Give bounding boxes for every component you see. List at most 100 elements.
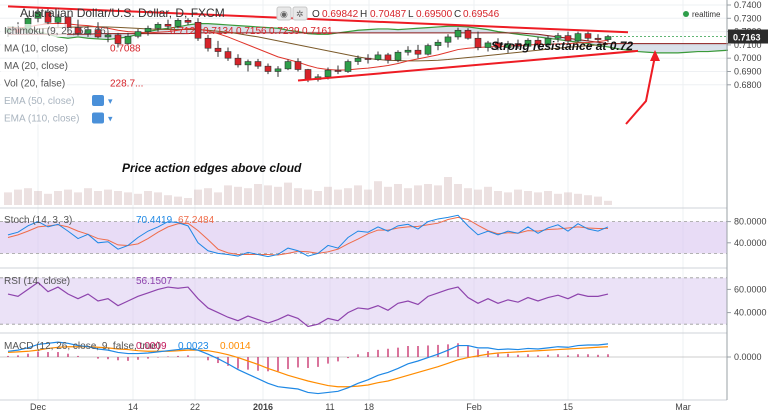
volume-bar-20 — [204, 188, 212, 205]
resistance-trendline[interactable] — [7, 5, 629, 34]
trendlines[interactable] — [7, 5, 639, 82]
candle-59 — [594, 34, 602, 43]
resistance-annotation: Strong resistance at 0.72 — [491, 39, 633, 53]
candle-57 — [574, 31, 582, 43]
volume-bar-23 — [234, 186, 242, 205]
candle-51 — [514, 39, 522, 49]
volume-bar-53 — [534, 192, 542, 205]
stoch-tick-label-0: 80.0000 — [734, 217, 767, 227]
price-tick-label-3: 0.7100 — [734, 40, 762, 50]
axes: 0.74000.73000.72000.71000.70000.69000.68… — [4, 0, 768, 412]
grid — [0, 0, 727, 401]
macd-value-0: 0.0009 — [136, 341, 167, 352]
candle-body-43 — [434, 41, 442, 46]
volume-bar-30 — [304, 189, 312, 205]
volume-bar-5 — [54, 191, 62, 205]
candle-33 — [334, 65, 342, 75]
macd-value-2: 0.0014 — [220, 341, 251, 352]
candle-55 — [554, 32, 562, 43]
candle-body-22 — [224, 51, 232, 59]
candle-10 — [104, 31, 112, 43]
time-tick-label-8: Mar — [675, 402, 691, 412]
candle-19 — [194, 18, 202, 41]
indicator-menu-icon-4: ▾ — [108, 96, 113, 106]
indicator-label-5: EMA (110, close) — [4, 114, 79, 125]
candle-body-6 — [64, 16, 72, 28]
indicator-value-0-1: 0.7134 — [203, 26, 234, 37]
svg-text:O 0.69842 H: O 0.69842 H 0.70487 L 0.69500 C 0.69546 — [312, 9, 500, 20]
candle-34 — [344, 59, 352, 73]
current-price-tag — [728, 29, 768, 44]
rsi-tick-label-1: 40.0000 — [734, 308, 767, 318]
candle-18 — [184, 18, 192, 25]
candle-body-33 — [334, 69, 342, 72]
volume-bar-19 — [194, 189, 202, 205]
volume-bar-51 — [514, 189, 522, 205]
time-tick-label-1: 14 — [128, 402, 138, 412]
volume-bar-11 — [114, 191, 122, 205]
candle-body-16 — [164, 23, 172, 27]
candle-body-9 — [94, 29, 102, 38]
candle-38 — [384, 52, 392, 64]
candle-body-12 — [124, 35, 132, 44]
low-value: 0.69500 — [416, 9, 453, 20]
cloud-fill — [8, 23, 728, 53]
volume-bar-40 — [404, 188, 412, 205]
volume-bar-4 — [44, 193, 52, 205]
time-tick-label-4: 11 — [325, 402, 334, 412]
volume-bar-26 — [264, 185, 272, 205]
macd-tick-label-0: 0.0000 — [734, 352, 762, 362]
candle-39 — [394, 50, 402, 63]
candle-body-14 — [144, 27, 152, 32]
price-tick-label-4: 0.7000 — [734, 53, 762, 63]
volume-bar-16 — [164, 195, 172, 205]
rsi-band — [0, 277, 727, 325]
candle-body-7 — [74, 27, 82, 34]
volume-bar-8 — [84, 188, 92, 205]
candle-body-55 — [554, 35, 562, 39]
price-tick-label-0: 0.7400 — [734, 0, 762, 10]
indicator-value-1-0: 0.7088 — [110, 44, 141, 55]
candle-body-51 — [514, 43, 522, 47]
volume-bar-36 — [364, 189, 372, 205]
candle-16 — [164, 19, 172, 29]
macd-value-1: 0.0023 — [178, 341, 209, 352]
volume-bar-31 — [314, 191, 322, 205]
indicator-menu-icon-5: ▾ — [108, 114, 113, 124]
candles — [4, 7, 612, 83]
projection-arrow — [625, 50, 660, 125]
candle-20 — [204, 34, 212, 52]
support-trendline[interactable] — [297, 49, 639, 82]
settings-button[interactable] — [292, 6, 308, 21]
volume-bar-41 — [414, 185, 422, 205]
candle-body-60 — [604, 36, 612, 40]
volume-bar-38 — [384, 186, 392, 205]
candle-body-24 — [244, 61, 252, 66]
candle-body-42 — [424, 45, 432, 55]
candle-body-15 — [154, 23, 162, 29]
indicator-visibility-button-5[interactable] — [92, 112, 104, 124]
candle-54 — [544, 35, 552, 47]
eye-button[interactable] — [276, 6, 292, 21]
candle-body-29 — [294, 61, 302, 70]
volume-bar-2 — [24, 188, 32, 205]
volume-bar-29 — [294, 188, 302, 205]
volume-bar-15 — [154, 192, 162, 205]
candle-body-4 — [44, 12, 52, 23]
candle-body-19 — [194, 21, 202, 39]
candle-body-56 — [564, 35, 572, 42]
stoch-k-line — [7, 214, 609, 258]
candle-body-11 — [114, 34, 122, 44]
rsi-tick-label-0: 60.0000 — [734, 284, 767, 294]
volume-bar-24 — [244, 188, 252, 205]
candle-body-13 — [134, 31, 142, 37]
candle-body-54 — [544, 37, 552, 46]
indicator-visibility-button-4[interactable] — [92, 95, 104, 106]
candle-29 — [294, 58, 302, 72]
symbol-buttons[interactable]: ◉ ✲ — [276, 6, 308, 21]
rsi-line — [7, 281, 609, 328]
time-tick-label-3: 2016 — [253, 402, 273, 412]
volume-bar-46 — [464, 188, 472, 205]
volume-bar-13 — [134, 193, 142, 205]
